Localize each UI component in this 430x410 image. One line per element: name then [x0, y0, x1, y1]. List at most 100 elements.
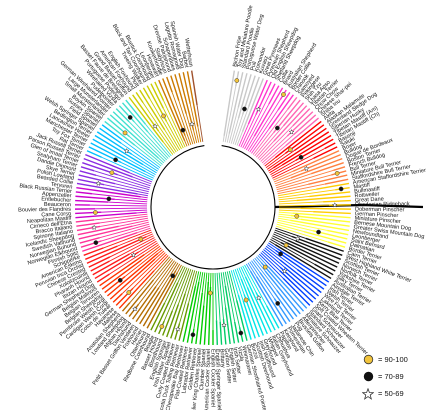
leaf-branch: [287, 96, 298, 110]
leaf-branch: [76, 182, 138, 195]
leaf-branch: [291, 235, 343, 256]
leaf-branch: [309, 191, 351, 198]
leaf-branch: [215, 320, 218, 345]
legend-label: = 70-89: [378, 372, 404, 381]
bootstrap-star-icon: [331, 202, 338, 208]
internal-branch: [224, 86, 237, 143]
leaf-branch: [170, 293, 186, 339]
internal-branch: [258, 253, 284, 279]
internal-branch: [242, 265, 257, 293]
leaf-branch: [324, 178, 349, 185]
leaf-branch: [267, 266, 308, 309]
bootstrap-node-icon: [238, 330, 244, 336]
internal-branch: [271, 148, 325, 177]
internal-branch: [273, 170, 302, 183]
leaf-branch: [287, 239, 340, 264]
leaf-branch: [282, 102, 305, 127]
internal-branch: [129, 172, 153, 183]
leaf-branch: [125, 99, 147, 125]
leaf-branch: [94, 134, 144, 166]
leaf-branch: [146, 272, 179, 329]
leaf-branch: [132, 94, 160, 132]
leaf-branch: [283, 266, 320, 297]
leaf-branch: [279, 259, 322, 294]
internal-branch: [103, 229, 152, 249]
leaf-branch: [99, 254, 145, 287]
bootstrap-star-icon: [95, 180, 102, 186]
leaf-branch: [142, 270, 177, 327]
internal-branch: [261, 134, 294, 164]
internal-branch: [129, 239, 156, 255]
internal-branch: [171, 92, 192, 145]
internal-branch: [166, 121, 182, 150]
leaf-branch: [253, 87, 284, 137]
internal-branch: [193, 272, 204, 329]
internal-branch: [272, 157, 314, 179]
internal-branch: [277, 183, 326, 195]
leaf-branch: [115, 108, 130, 123]
leaf-branch: [314, 263, 334, 276]
internal-branch: [117, 174, 151, 187]
leaf-branch: [182, 286, 197, 342]
bootstrap-node-icon: [334, 171, 340, 176]
internal-branch: [188, 270, 198, 304]
bootstrap-node-icon: [126, 290, 132, 295]
bootstrap-node-icon: [275, 125, 280, 131]
leaf-branch: [203, 281, 210, 345]
leaf-branch: [285, 117, 319, 147]
bootstrap-star-icon: [294, 235, 301, 242]
leaf-branch: [78, 225, 133, 240]
leaf-branch: [109, 114, 159, 159]
leaf-label: Golden Retriever: [188, 347, 199, 390]
internal-branch: [245, 263, 251, 272]
leaf-branch: [78, 174, 116, 185]
leaf-label: Vizsla: [236, 346, 245, 363]
internal-branch: [252, 259, 278, 291]
internal-branch: [260, 252, 281, 271]
internal-branch: [255, 256, 262, 263]
leaf-branch: [92, 138, 126, 159]
internal-branch: [278, 201, 324, 205]
internal-branch: [185, 113, 196, 144]
circle-black-icon: [362, 371, 374, 383]
internal-branch: [138, 259, 174, 305]
bootstrap-node-icon: [278, 251, 283, 257]
internal-branch: [277, 188, 317, 197]
internal-branch: [264, 157, 276, 167]
leaf-branch: [76, 222, 100, 227]
leaf-branch: [112, 293, 123, 303]
leaf-branch: [290, 157, 343, 179]
leaf-branch: [178, 73, 195, 131]
internal-branch: [277, 217, 291, 221]
leaf-branch: [135, 91, 144, 104]
leaf-branch: [79, 170, 97, 177]
internal-branch: [274, 229, 293, 237]
internal-branch: [176, 264, 182, 273]
leaf-branch: [135, 287, 160, 322]
leaf-branch: [150, 302, 166, 331]
leaf-branch: [75, 219, 95, 223]
leaf-label: Clumber Spaniel: [199, 349, 208, 391]
internal-branch: [153, 257, 172, 281]
leaf-branch: [236, 300, 248, 341]
leaf-branch: [233, 321, 240, 343]
leaf-label: Bullmastiff: [354, 186, 381, 195]
leaf-branch: [305, 237, 344, 252]
internal-branch: [100, 217, 149, 227]
leaf-label: Leonberger: [351, 233, 380, 245]
internal-branch: [96, 174, 150, 191]
leaf-label: English Cocker Spaniel: [210, 349, 216, 407]
leaf-branch: [128, 96, 164, 143]
leaf-label: Gordon Setter: [223, 348, 232, 384]
leaf-label: Cirneco dell'Etna: [30, 220, 73, 231]
leaf-branch: [277, 91, 291, 111]
internal-branch: [271, 237, 282, 243]
leaf-branch: [219, 321, 223, 345]
internal-branch: [94, 170, 150, 189]
leaf-branch: [268, 94, 294, 130]
internal-branch: [196, 105, 204, 142]
internal-branch: [164, 265, 184, 304]
internal-branch: [273, 233, 288, 241]
internal-branch: [230, 270, 239, 296]
